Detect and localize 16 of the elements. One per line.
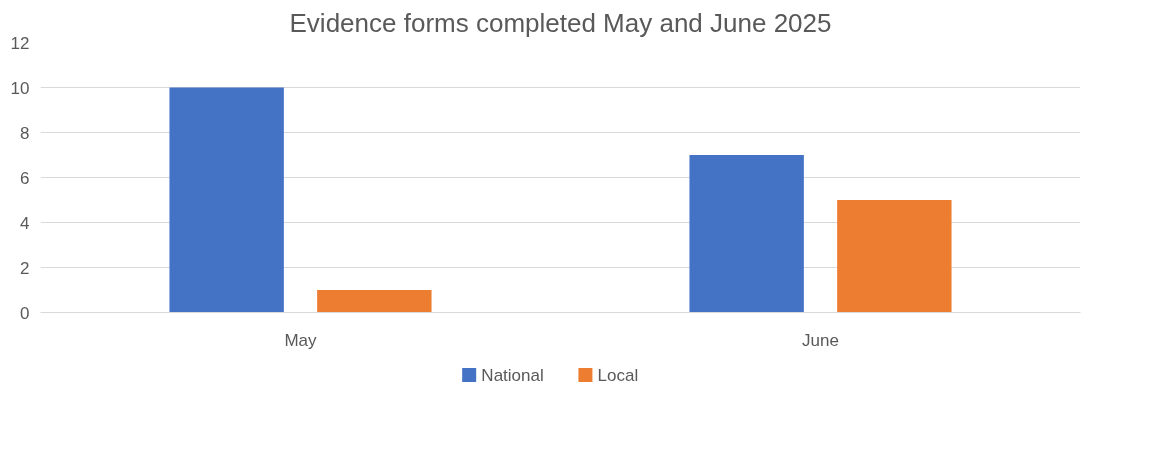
x-tick-label: May [284,330,318,350]
chart-title: Evidence forms completed May and June 2025 [289,7,832,38]
y-tick-label: 4 [20,213,30,233]
y-tick-label: 12 [10,33,30,53]
y-tick-label: 10 [10,78,30,98]
bar [837,200,952,313]
y-tick-label: 2 [20,258,30,278]
y-tick-label: 6 [20,168,30,188]
bar [317,290,432,313]
legend-label: National [481,365,544,385]
y-tick-label: 0 [20,303,30,323]
bar [169,87,284,313]
legend-label: Local [597,365,639,385]
x-tick-label: June [802,330,839,350]
y-tick-label: 8 [20,123,30,143]
bar [689,155,804,313]
